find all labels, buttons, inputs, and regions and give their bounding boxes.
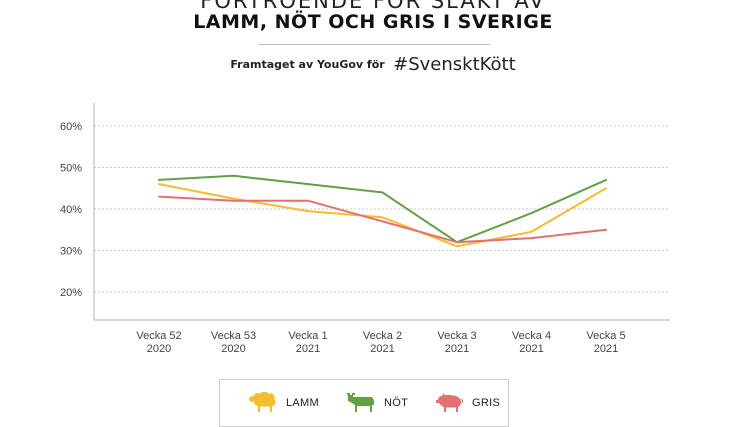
x-tick-label-year: 2021 (519, 343, 543, 355)
series-line-lamm (158, 183, 607, 248)
legend-item-lamm: LAMM (248, 391, 319, 415)
y-tick-label: 20% (60, 287, 82, 299)
x-tick-label-year: 2021 (445, 343, 469, 355)
gridlines (94, 125, 670, 293)
legend-label: GRIS (472, 397, 501, 409)
legend-item-gris: GRIS (434, 391, 500, 415)
subtitle-lead: Framtaget av YouGov för (230, 58, 385, 71)
chart-subtitle: Framtaget av YouGov för #SvensktKött (0, 54, 746, 75)
pig-icon (434, 391, 464, 415)
x-tick-label-year: 2020 (147, 343, 171, 355)
x-tick-label: Vecka 4 (512, 330, 551, 342)
y-tick-label: 40% (60, 204, 82, 216)
chart-title-line-1: FÖRTROENDE FÖR SLAKT AV (200, 0, 546, 13)
series-line-not (158, 174, 607, 244)
legend-item-not: NÖT (346, 391, 408, 415)
legend: LAMM NÖT GRIS (219, 379, 509, 427)
x-tick-label: Vecka 3 (437, 330, 476, 342)
y-tick-label: 50% (60, 163, 82, 175)
sheep-icon (248, 391, 278, 415)
y-tick-label: 60% (60, 121, 82, 133)
title-divider (258, 44, 490, 45)
subtitle-hashtag: #SvensktKött (393, 54, 516, 75)
x-tick-label-year: 2021 (296, 343, 320, 355)
x-tick-label: Vecka 1 (288, 330, 327, 342)
x-tick-label: Vecka 2 (363, 330, 402, 342)
y-tick-label: 30% (60, 246, 82, 258)
legend-label: LAMM (286, 397, 319, 409)
axes (93, 103, 670, 321)
cow-icon (346, 391, 376, 415)
series-line-gris (158, 195, 607, 244)
x-tick-label-year: 2021 (594, 343, 618, 355)
x-tick-label-year: 2021 (370, 343, 394, 355)
legend-label: NÖT (384, 397, 409, 409)
series-lines (158, 174, 607, 248)
x-tick-label: Vecka 53 (211, 330, 256, 342)
x-tick-label: Vecka 52 (136, 330, 181, 342)
x-tick-label-year: 2020 (221, 343, 245, 355)
chart-title-line-2: LAMM, NÖT OCH GRIS I SVERIGE (193, 11, 553, 33)
x-tick-label: Vecka 5 (586, 330, 625, 342)
